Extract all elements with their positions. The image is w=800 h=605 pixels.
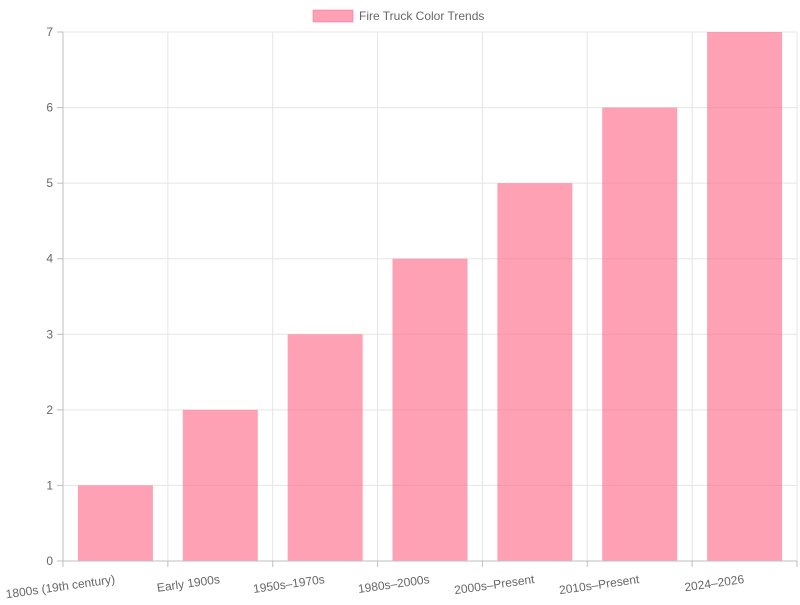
bar[interactable] — [287, 334, 363, 561]
bar[interactable] — [497, 183, 573, 561]
y-tick-label: 1 — [46, 478, 53, 492]
y-axis-tick-labels: 0 1 2 3 4 5 6 7 — [46, 25, 53, 568]
bar[interactable] — [602, 107, 678, 562]
x-tick-label: 1800s (19th century) — [5, 572, 116, 600]
y-tick-label: 4 — [46, 252, 53, 266]
y-tick-label: 0 — [46, 554, 53, 568]
x-tick-label: 1950s–1970s — [252, 572, 325, 596]
x-tick-label: Early 1900s — [156, 572, 221, 595]
bar[interactable] — [182, 409, 258, 561]
legend[interactable]: Fire Truck Color Trends — [312, 9, 484, 23]
bar[interactable] — [77, 485, 153, 561]
y-tick-label: 5 — [46, 176, 53, 190]
legend-label: Fire Truck Color Trends — [359, 9, 484, 23]
x-tick-label: 2010s–Present — [558, 572, 641, 597]
bar[interactable] — [392, 258, 468, 561]
y-tick-label: 3 — [46, 327, 53, 341]
x-tick-label: 2000s–Present — [453, 572, 536, 597]
axes — [57, 31, 798, 567]
x-tick-label: 2024–2026 — [684, 572, 746, 594]
x-axis-tick-labels: 1800s (19th century) Early 1900s 1950s–197… — [5, 572, 746, 601]
x-tick-label: 1980s–2000s — [357, 572, 430, 596]
y-tick-label: 6 — [46, 101, 53, 115]
bars — [77, 32, 783, 562]
bar[interactable] — [707, 32, 783, 561]
y-tick-label: 7 — [46, 25, 53, 39]
legend-swatch — [312, 9, 354, 23]
y-tick-label: 2 — [46, 403, 53, 417]
